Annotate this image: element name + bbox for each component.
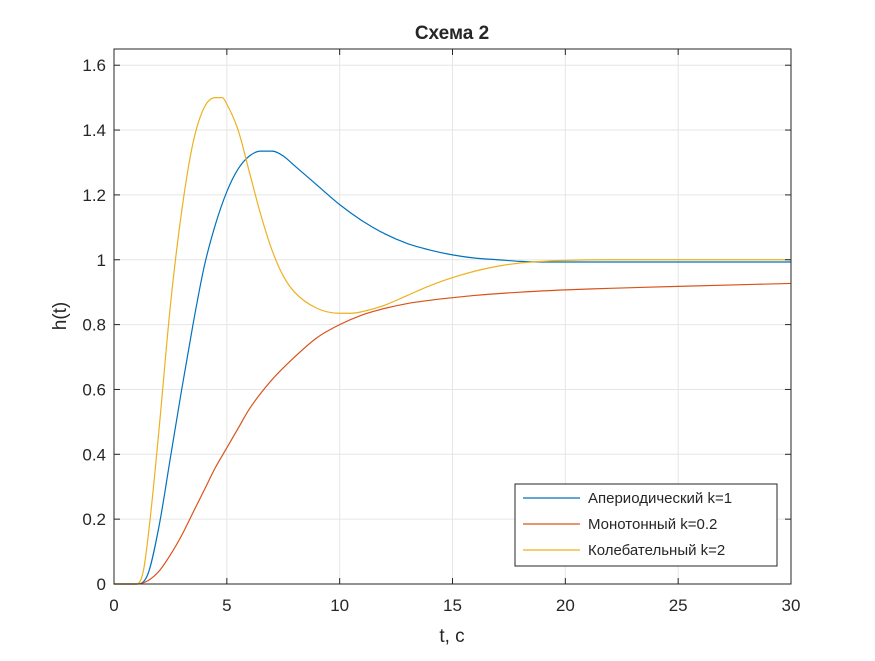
series-line-2: [114, 282, 792, 585]
series-line-3: [114, 97, 791, 585]
y-axis-label: h(t): [50, 302, 71, 331]
x-tick-label: 30: [782, 596, 801, 615]
x-tick-label: 0: [109, 596, 118, 615]
legend-label-2: Монотонный k=0.2: [588, 516, 717, 533]
y-tick-label: 0.4: [82, 445, 106, 464]
series-line-1: [114, 150, 791, 585]
legend-label-3: Колебательный k=2: [588, 542, 725, 559]
y-tick-label: 1.2: [82, 186, 106, 205]
series-layer: [114, 97, 792, 585]
y-tick-label: 1: [97, 251, 106, 270]
y-tick-label: 0: [97, 575, 106, 594]
x-axis-label: t, c: [439, 626, 464, 647]
y-tick-label: 0.6: [82, 380, 106, 399]
x-tick-label: 25: [669, 596, 688, 615]
y-tick-label: 0.2: [82, 510, 106, 529]
y-tick-label: 1.6: [82, 56, 106, 75]
chart-title: Схема 2: [415, 23, 489, 44]
tick-layer: 0 5 10 15 20 25 30 0 0.2 0.4 0.6 0.8 1 1.2 1.4 1.6: [82, 49, 800, 615]
legend-items: Апериодический k=1 Монотонный k=0.2 Колеба…: [523, 490, 732, 559]
x-tick-label: 15: [443, 596, 462, 615]
x-tick-label: 20: [556, 596, 575, 615]
legend: Апериодический k=1 Монотонный k=0.2 Колеба…: [514, 483, 778, 567]
y-tick-label: 1.4: [82, 121, 106, 140]
legend-label-1: Апериодический k=1: [588, 490, 732, 507]
x-tick-label: 10: [330, 596, 349, 615]
x-tick-label: 5: [222, 596, 231, 615]
y-tick-label: 0.8: [82, 316, 106, 335]
